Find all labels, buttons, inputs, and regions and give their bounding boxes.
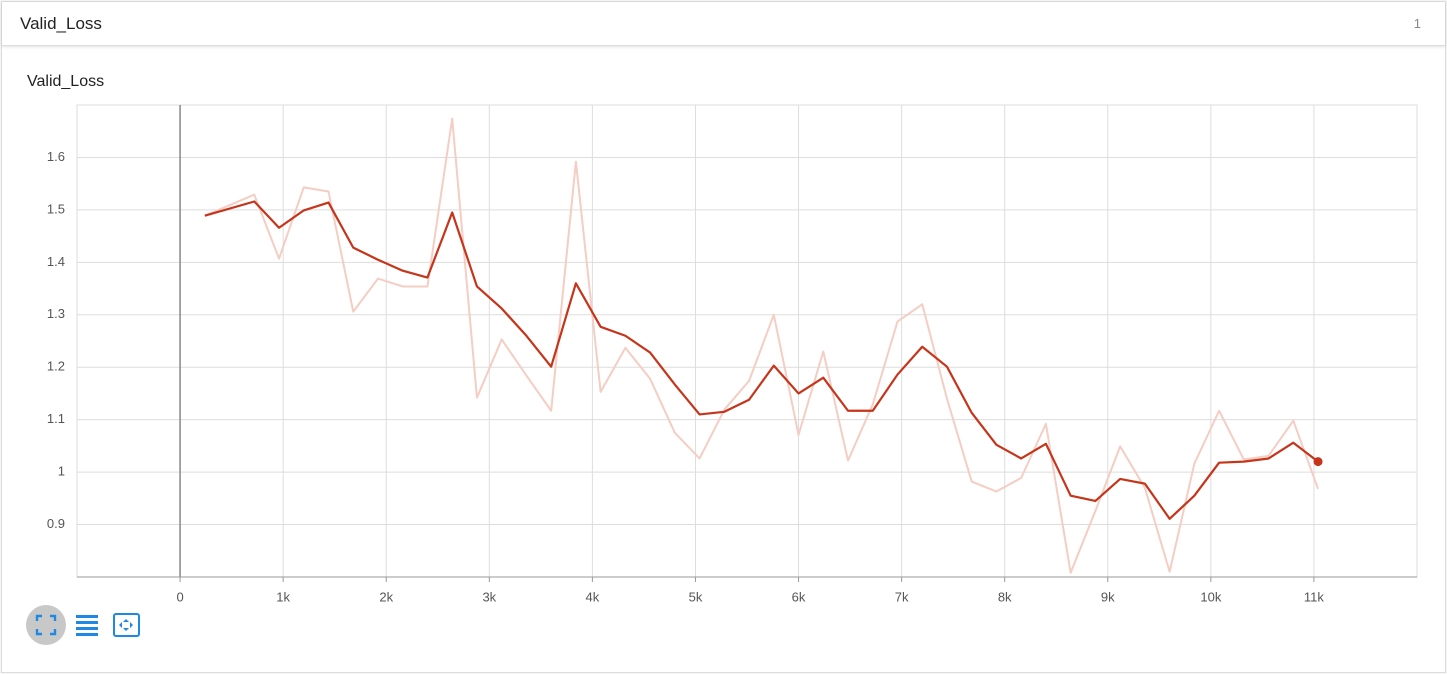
plot-frame	[76, 104, 1418, 578]
download-button[interactable]	[113, 613, 140, 637]
y-tick-label: 1	[58, 464, 65, 479]
x-tick-label: 8k	[998, 589, 1012, 604]
x-tick-label: 5k	[689, 589, 703, 604]
last-point	[1313, 457, 1323, 467]
x-tick-label: 4k	[586, 589, 600, 604]
y-tick-label: 1.4	[47, 254, 65, 269]
run-count: 1	[1413, 16, 1421, 31]
expand-icon	[119, 619, 133, 631]
toolbar	[26, 605, 140, 645]
fit-button[interactable]	[26, 605, 66, 645]
y-tick-label: 1.2	[47, 359, 65, 374]
x-tick-label: 0	[176, 589, 183, 604]
x-tick-label: 2k	[379, 589, 393, 604]
y-tick-label: 1.5	[47, 201, 65, 216]
series-line	[204, 200, 1319, 520]
y-tick-label: 0.9	[47, 516, 65, 531]
y-tick-label: 1.1	[47, 411, 65, 426]
log-button[interactable]	[76, 615, 98, 636]
card-title: Valid_Loss	[20, 14, 102, 33]
x-tick-label: 3k	[482, 589, 496, 604]
x-tick-label: 10k	[1200, 589, 1221, 604]
x-tick-label: 1k	[276, 589, 290, 604]
x-tick-label: 11k	[1304, 589, 1324, 604]
chart-title: Valid_Loss	[27, 73, 104, 90]
x-tick-label: 7k	[895, 589, 909, 604]
fit-icon	[35, 614, 57, 636]
x-tick-label: 9k	[1101, 589, 1115, 604]
card-header[interactable]: Valid_Loss 1	[2, 2, 1445, 46]
x-tick-label: 6k	[792, 589, 806, 604]
series-line	[204, 117, 1319, 574]
y-tick-label: 1.3	[47, 306, 65, 321]
y-tick-label: 1.6	[47, 149, 65, 164]
